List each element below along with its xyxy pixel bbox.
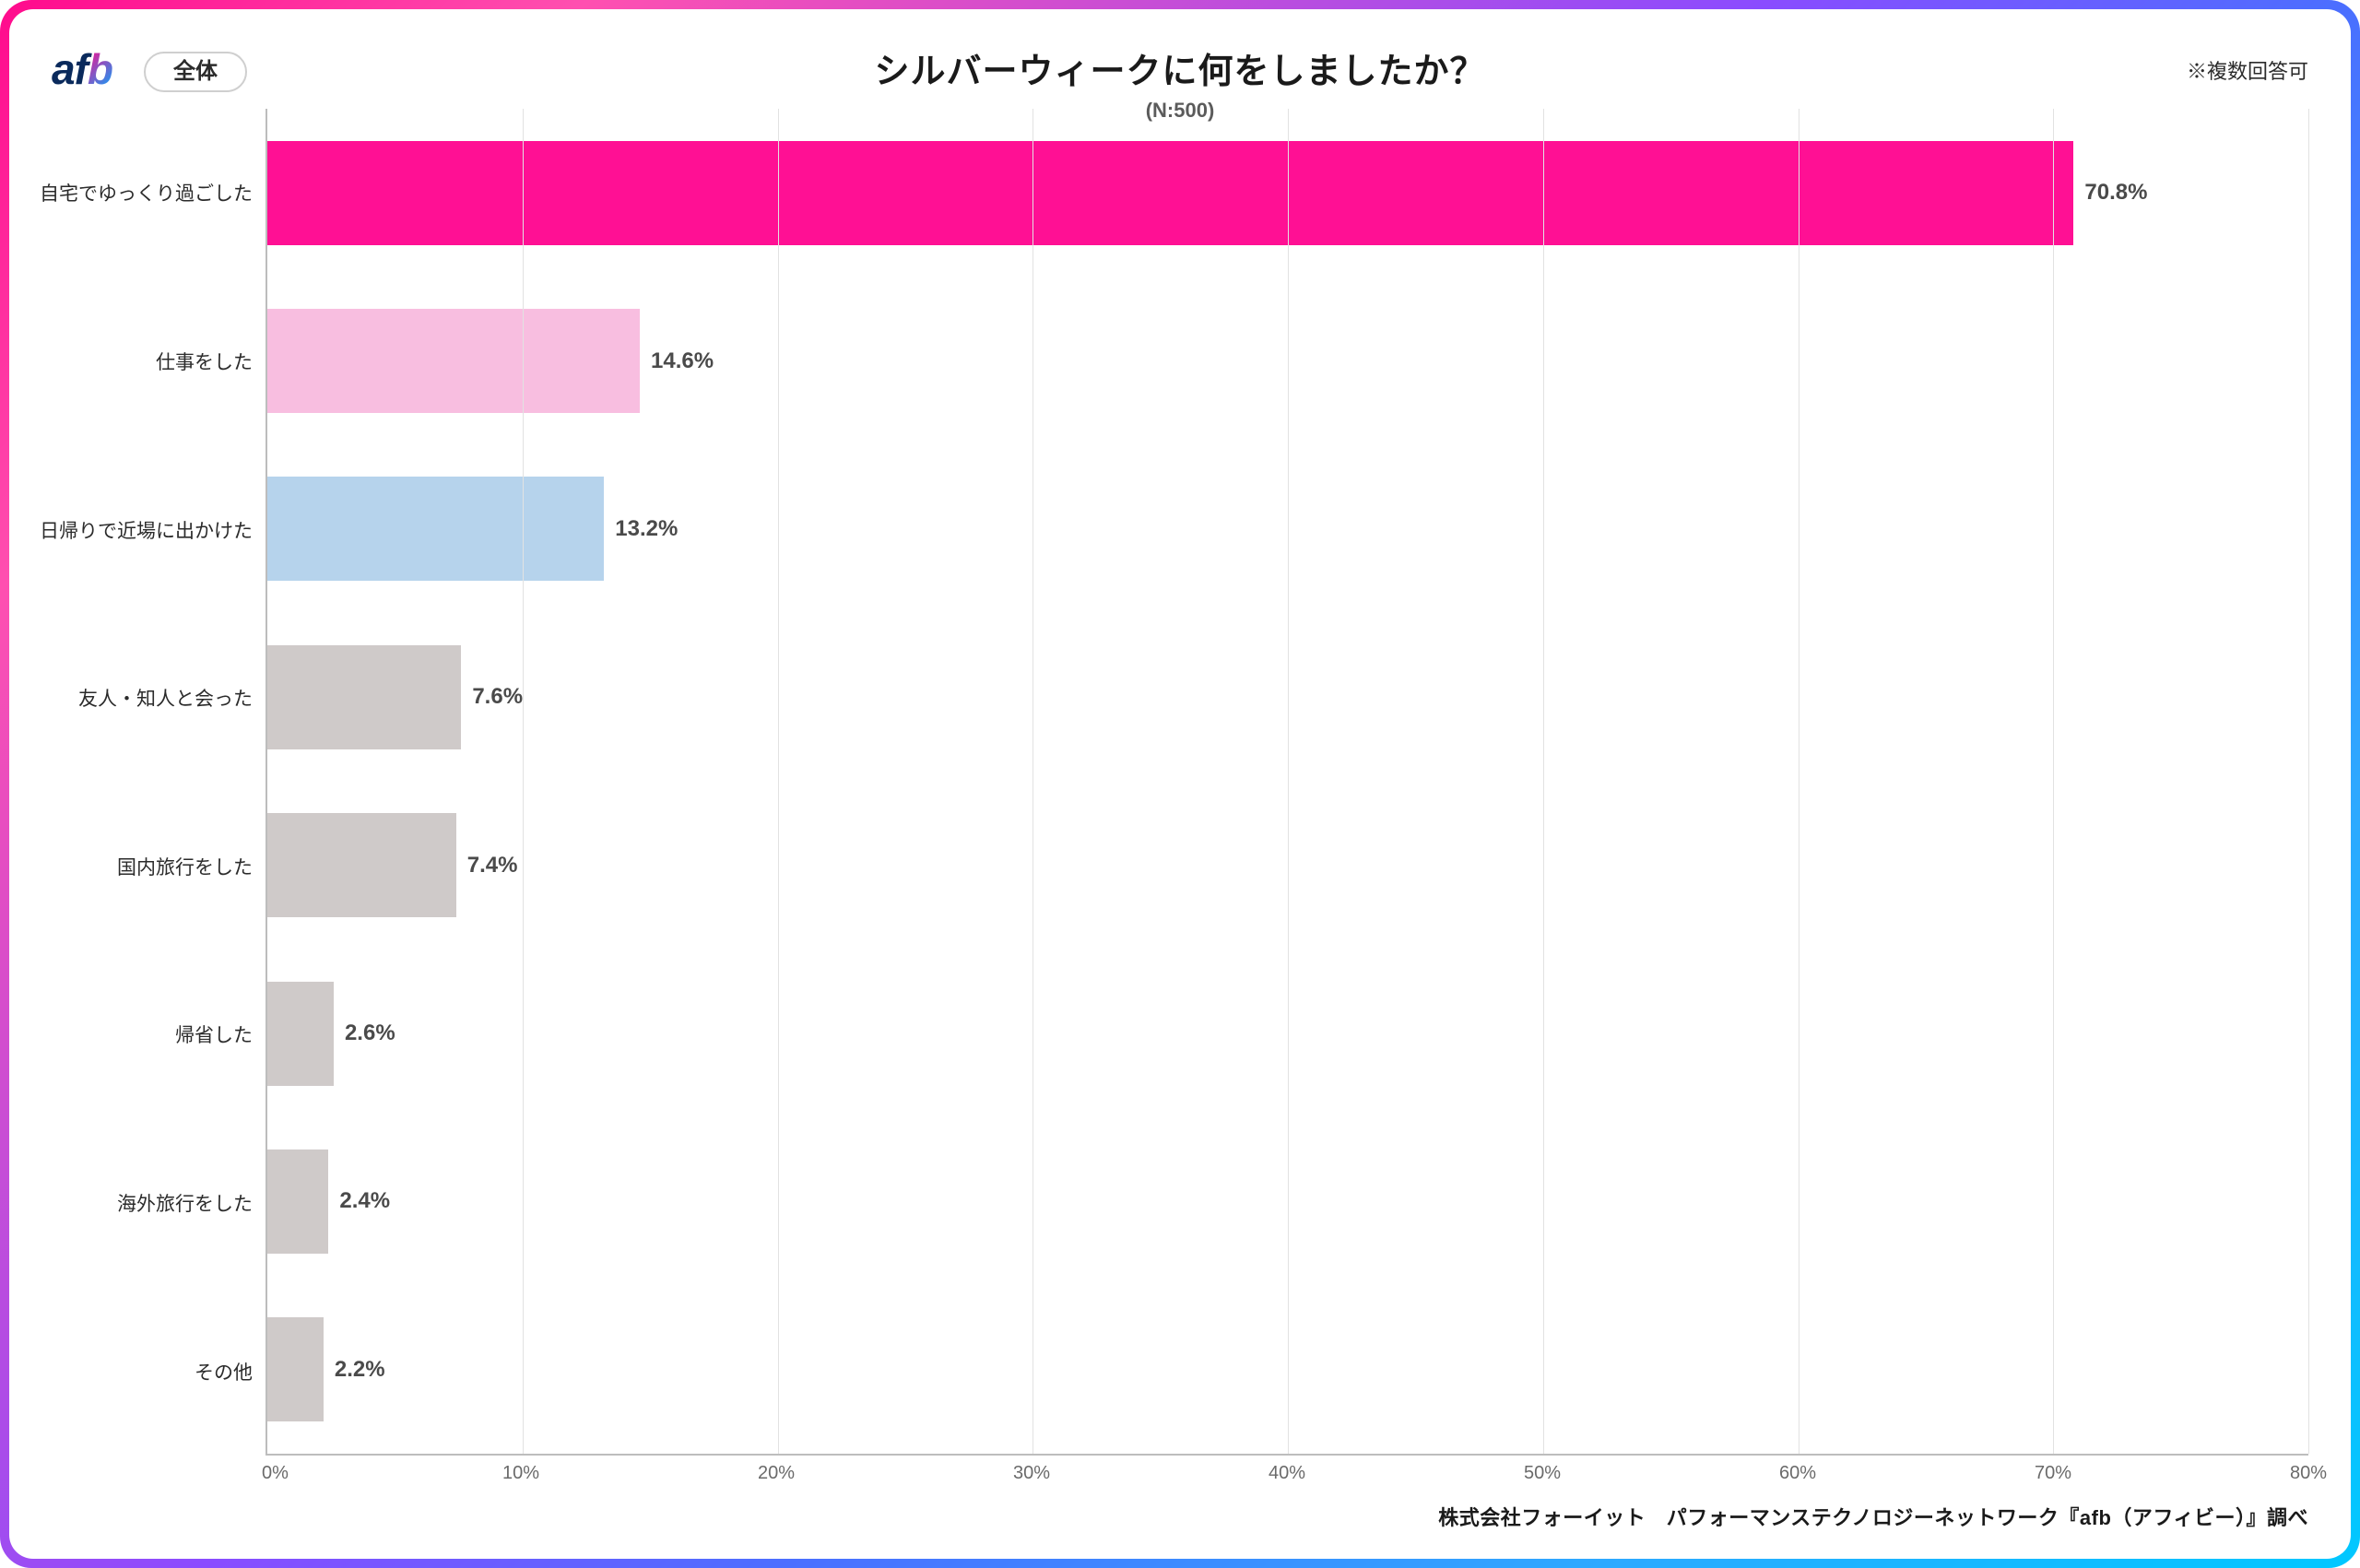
x-tick-label: 40% xyxy=(1268,1463,1305,1484)
filter-pill-label: 全体 xyxy=(173,61,218,83)
footer-credit: 株式会社フォーイット パフォーマンステクノロジーネットワーク『afb（アフィビー… xyxy=(52,1502,2308,1531)
category-label: 仕事をした xyxy=(52,277,266,446)
gradient-frame: afb 全体 シルバーウィークに何をしましたか？ (N:500) ※複数回答可 … xyxy=(0,0,2360,1568)
chart-area: 自宅でゆっくり過ごした仕事をした日帰りで近場に出かけた友人・知人と会った国内旅行… xyxy=(52,109,2308,1498)
gridline xyxy=(1799,109,1800,1454)
chart-panel: afb 全体 シルバーウィークに何をしましたか？ (N:500) ※複数回答可 … xyxy=(9,9,2351,1559)
category-label: 日帰りで近場に出かけた xyxy=(52,445,266,614)
x-tick-label: 60% xyxy=(1779,1463,1816,1484)
gridline xyxy=(2053,109,2054,1454)
plot-row: 自宅でゆっくり過ごした仕事をした日帰りで近場に出かけた友人・知人と会った国内旅行… xyxy=(52,109,2308,1456)
bar xyxy=(267,141,2073,245)
bar-value-label: 2.6% xyxy=(345,1020,395,1046)
gridline xyxy=(523,109,524,1454)
x-tick-label: 10% xyxy=(502,1463,539,1484)
category-label: 自宅でゆっくり過ごした xyxy=(52,109,266,277)
x-tick-label: 30% xyxy=(1013,1463,1050,1484)
bar-value-label: 2.4% xyxy=(339,1188,390,1214)
x-axis: 0%10%20%30%40%50%60%70%80% xyxy=(266,1456,2308,1498)
x-tick-label: 80% xyxy=(2290,1463,2327,1484)
bar xyxy=(267,309,640,413)
bar xyxy=(267,813,456,917)
bar-value-label: 7.6% xyxy=(472,684,523,710)
chart-note: ※複数回答可 xyxy=(2187,55,2308,85)
gridline xyxy=(2308,109,2309,1454)
chart-title: シルバーウィークに何をしましたか？ xyxy=(52,42,2308,93)
bar xyxy=(267,1317,324,1421)
bar-value-label: 7.4% xyxy=(467,853,518,878)
bar xyxy=(267,982,334,1086)
bar xyxy=(267,477,604,581)
plot-area: 70.8% 14.6% 13.2% 7.6% 7.4% 2.6% 2.4% 2.2% xyxy=(266,109,2308,1456)
bar-value-label: 13.2% xyxy=(615,516,678,542)
x-tick-label: 0% xyxy=(262,1463,289,1484)
bar xyxy=(267,1149,328,1254)
gridline xyxy=(1288,109,1289,1454)
category-label: その他 xyxy=(52,1287,266,1456)
x-tick-label: 20% xyxy=(758,1463,795,1484)
bar-value-label: 2.2% xyxy=(335,1357,385,1383)
bar-value-label: 70.8% xyxy=(2084,180,2147,206)
gridline xyxy=(1032,109,1033,1454)
brand-logo: afb xyxy=(52,48,112,90)
category-label: 友人・知人と会った xyxy=(52,614,266,783)
x-axis-spacer xyxy=(52,1456,266,1498)
header: afb 全体 シルバーウィークに何をしましたか？ (N:500) ※複数回答可 xyxy=(52,42,2308,92)
bar-value-label: 14.6% xyxy=(651,348,714,374)
bar xyxy=(267,645,461,749)
gridline xyxy=(1543,109,1544,1454)
category-label: 国内旅行をした xyxy=(52,783,266,951)
category-label: 海外旅行をした xyxy=(52,1119,266,1288)
x-axis-row: 0%10%20%30%40%50%60%70%80% xyxy=(52,1456,2308,1498)
category-label: 帰省した xyxy=(52,950,266,1119)
x-tick-label: 50% xyxy=(1524,1463,1561,1484)
y-axis-labels: 自宅でゆっくり過ごした仕事をした日帰りで近場に出かけた友人・知人と会った国内旅行… xyxy=(52,109,266,1456)
filter-pill: 全体 xyxy=(144,52,247,92)
x-tick-label: 70% xyxy=(2035,1463,2071,1484)
gridline xyxy=(778,109,779,1454)
